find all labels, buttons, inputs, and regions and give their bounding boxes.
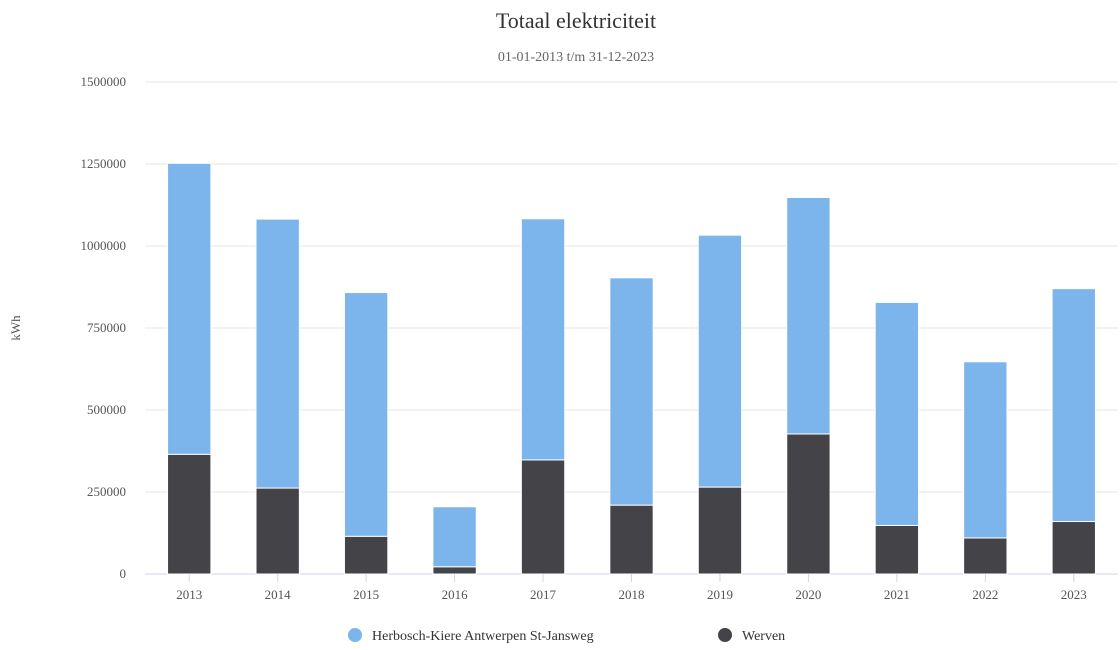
x-tick-label: 2021 [884,587,910,602]
chart-title: Totaal elektriciteit [496,8,656,33]
x-tick-label: 2015 [353,587,379,602]
bar-2015-series-1[interactable] [344,293,387,537]
x-tick-label: 2018 [619,587,645,602]
y-tick-label: 1000000 [81,238,127,253]
bar-2015-series-0[interactable] [344,536,387,574]
x-tick-label: 2023 [1061,587,1087,602]
legend-marker [718,628,732,642]
x-tick-label: 2019 [707,587,733,602]
y-axis-ticks: 0 250000 500000 750000 1000000 1250000 1500000 [81,74,127,581]
legend-label: Werven [742,629,785,644]
bar-2014-series-1[interactable] [256,219,299,488]
bar-2020-series-0[interactable] [787,434,830,574]
bar-2016-series-1[interactable] [433,507,476,567]
y-axis-title: kWh [8,315,23,341]
y-tick-label: 750000 [87,320,126,335]
legend-label: Herbosch-Kiere Antwerpen St-Jansweg [372,629,594,644]
y-tick-label: 0 [120,566,127,581]
bar-2018-series-1[interactable] [610,278,653,505]
x-tick-label: 2014 [265,587,292,602]
bar-2021-series-1[interactable] [875,302,918,525]
bar-2017-series-1[interactable] [521,219,564,460]
y-tick-label: 1500000 [81,74,127,89]
bar-2016-series-0[interactable] [433,567,476,574]
bar-2022-series-0[interactable] [964,538,1007,574]
x-tick-label: 2016 [442,587,469,602]
chart-subtitle: 01-01-2013 t/m 31-12-2023 [498,50,654,65]
x-tick-label: 2020 [795,587,821,602]
bar-2018-series-0[interactable] [610,505,653,574]
bar-2019-series-1[interactable] [698,235,741,487]
bar-2022-series-1[interactable] [964,362,1007,538]
x-tick-label: 2022 [972,587,998,602]
bar-2019-series-0[interactable] [698,487,741,574]
y-tick-label: 250000 [87,484,126,499]
y-tick-label: 500000 [87,402,126,417]
x-tick-label: 2013 [176,587,202,602]
bar-2023-series-1[interactable] [1052,289,1095,522]
legend[interactable]: Herbosch-Kiere Antwerpen St-Jansweg Werve… [348,628,785,644]
bar-2014-series-0[interactable] [256,488,299,574]
bars [168,163,1096,574]
y-tick-label: 1250000 [81,156,127,171]
bar-2020-series-1[interactable] [787,197,830,433]
legend-item-1[interactable]: Werven [718,628,785,644]
bar-2013-series-1[interactable] [168,163,211,454]
legend-marker [348,628,362,642]
legend-item-0[interactable]: Herbosch-Kiere Antwerpen St-Jansweg [348,628,594,644]
x-tick-label: 2017 [530,587,557,602]
bar-2013-series-0[interactable] [168,454,211,574]
bar-2021-series-0[interactable] [875,525,918,574]
bar-2017-series-0[interactable] [521,460,564,574]
bar-2023-series-0[interactable] [1052,522,1095,574]
x-axis-ticks: 2013 2014 2015 2016 2017 2018 2019 2020 2021 2022… [176,574,1087,602]
